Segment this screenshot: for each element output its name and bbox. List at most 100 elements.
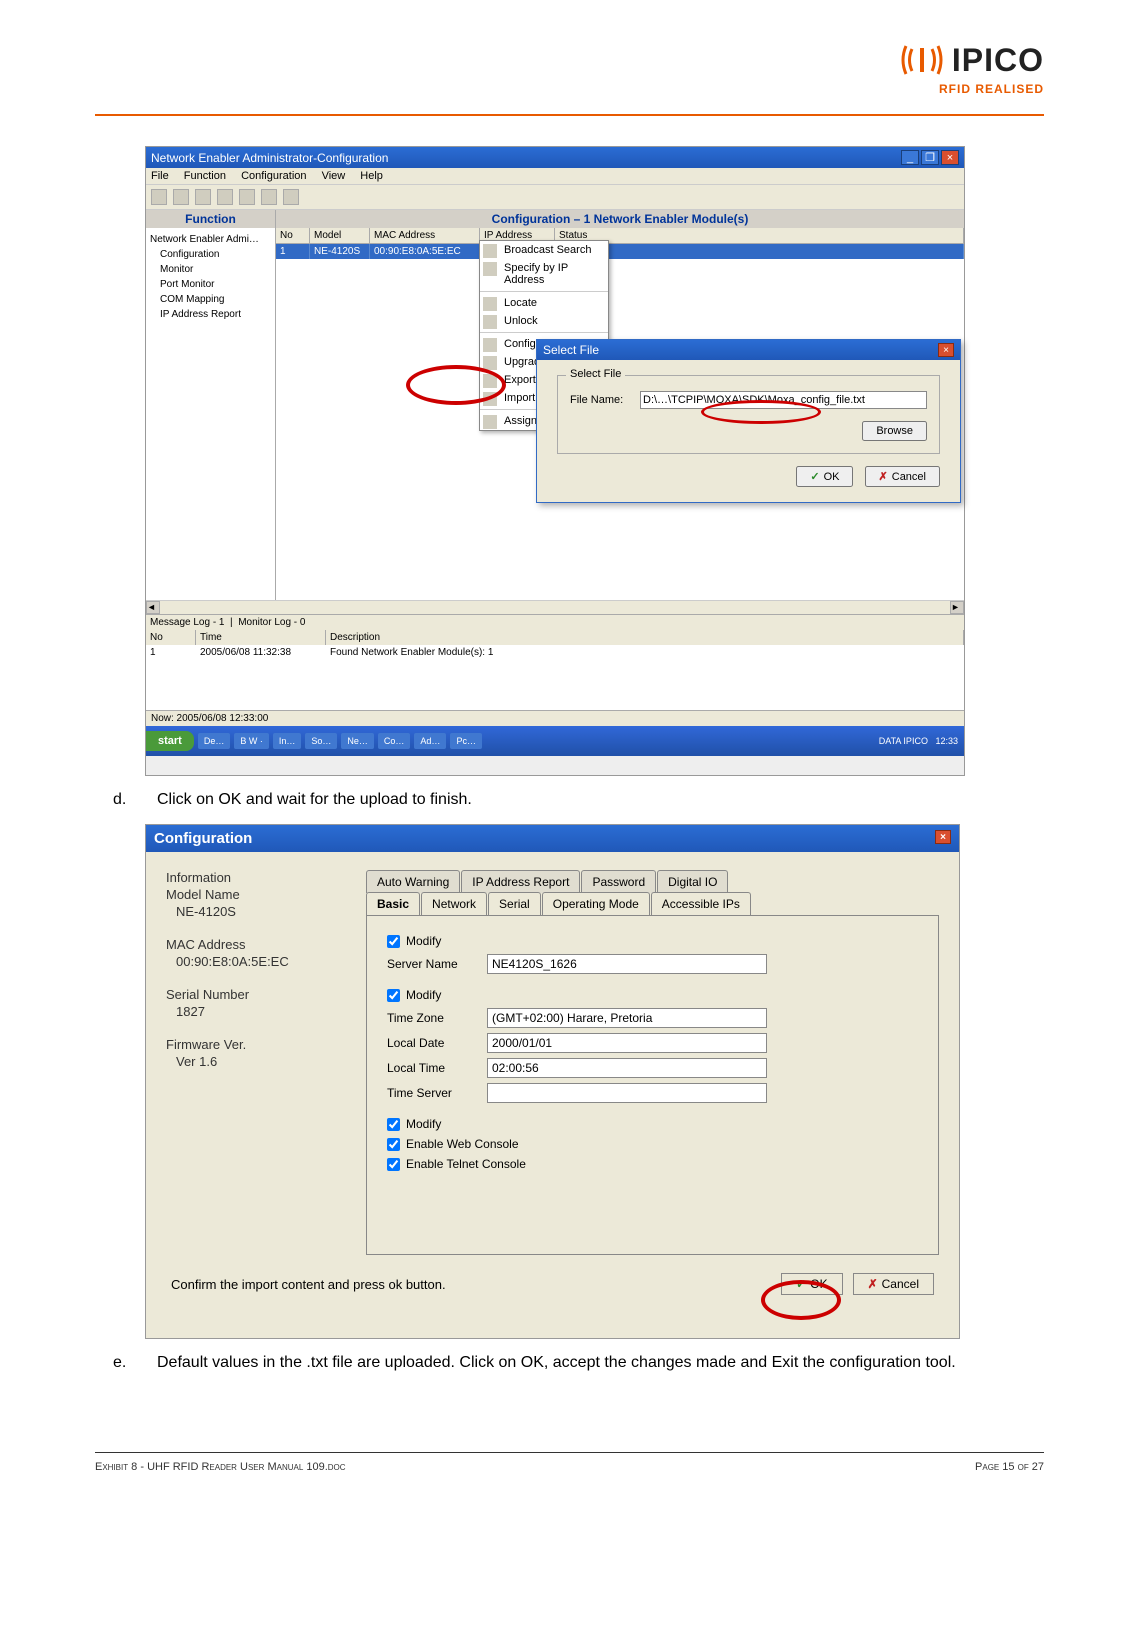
tree-root[interactable]: Network Enabler Admi… (150, 232, 271, 247)
cancel-button[interactable]: Cancel (853, 1273, 934, 1295)
step-d: d.Click on OK and wait for the upload to… (135, 791, 1044, 809)
modify-label: Modify (406, 988, 441, 1002)
module-list-header: Configuration – 1 Network Enabler Module… (276, 210, 964, 228)
menu-file[interactable]: File (151, 170, 169, 182)
tab-digital-io[interactable]: Digital IO (657, 870, 728, 893)
serial-label: Serial Number (166, 987, 341, 1002)
tab-basic[interactable]: Basic (366, 892, 420, 915)
model-value: NE-4120S (176, 904, 341, 919)
server-name-label: Server Name (387, 957, 477, 971)
ok-button[interactable]: OK (781, 1273, 842, 1295)
timezone-label: Time Zone (387, 1011, 477, 1025)
log-col-time[interactable]: Time (196, 630, 326, 645)
local-date-label: Local Date (387, 1036, 477, 1050)
config-footer: Confirm the import content and press ok … (146, 1273, 959, 1310)
log-panel: Message Log - 1 | Monitor Log - 0 No Tim… (146, 614, 964, 710)
enable-telnet-checkbox[interactable] (387, 1158, 400, 1171)
menu-help[interactable]: Help (360, 170, 383, 182)
modify-server-checkbox[interactable] (387, 935, 400, 948)
menu-view[interactable]: View (322, 170, 346, 182)
tray-label: DATA IPICO (879, 736, 928, 746)
logo-brand: IPICO (952, 42, 1044, 79)
taskbar-item[interactable]: Ne… (341, 733, 374, 749)
modify-time-checkbox[interactable] (387, 989, 400, 1002)
mac-label: MAC Address (166, 937, 341, 952)
log-col-desc[interactable]: Description (326, 630, 964, 645)
taskbar-item[interactable]: Ad… (414, 733, 446, 749)
taskbar-item[interactable]: In… (273, 733, 302, 749)
log-col-no[interactable]: No (146, 630, 196, 645)
toolbar-icon[interactable] (283, 189, 299, 205)
toolbar-icon[interactable] (239, 189, 255, 205)
function-header: Function (146, 210, 275, 228)
maximize-icon[interactable]: ❐ (921, 150, 939, 165)
browse-button[interactable]: Browse (862, 421, 927, 441)
toolbar-icon[interactable] (151, 189, 167, 205)
minimize-icon[interactable]: _ (901, 150, 919, 165)
col-model[interactable]: Model (310, 228, 370, 243)
tab-auto-warning[interactable]: Auto Warning (366, 870, 460, 893)
tab-network[interactable]: Network (421, 892, 487, 915)
logo-icon (900, 40, 944, 80)
tree-configuration[interactable]: Configuration (160, 247, 271, 262)
ctx-broadcast-search[interactable]: Broadcast Search (480, 241, 608, 259)
tab-serial[interactable]: Serial (488, 892, 541, 915)
timezone-select[interactable] (487, 1008, 767, 1028)
tab-accessible-ips[interactable]: Accessible IPs (651, 892, 751, 915)
start-button[interactable]: start (146, 731, 194, 751)
module-row[interactable]: 1 NE-4120S 00:90:E8:0A:5E:EC 192.168.1.9… (276, 244, 964, 259)
tab-message-log[interactable]: Message Log - 1 (150, 617, 225, 628)
tray-clock: 12:33 (935, 736, 958, 746)
tab-password[interactable]: Password (581, 870, 656, 893)
menu-bar[interactable]: File Function Configuration View Help (146, 168, 964, 185)
local-time-input[interactable] (487, 1058, 767, 1078)
close-icon[interactable]: × (935, 830, 951, 844)
close-icon[interactable]: × (941, 150, 959, 165)
tree-com-mapping[interactable]: COM Mapping (160, 292, 271, 307)
col-no[interactable]: No (276, 228, 310, 243)
enable-telnet-label: Enable Telnet Console (406, 1157, 526, 1171)
enable-web-checkbox[interactable] (387, 1138, 400, 1151)
taskbar-item[interactable]: B W · (234, 733, 269, 749)
menu-function[interactable]: Function (184, 170, 226, 182)
tree-ip-report[interactable]: IP Address Report (160, 307, 271, 322)
ctx-specify-ip[interactable]: Specify by IP Address (480, 259, 608, 289)
ctx-locate[interactable]: Locate (480, 294, 608, 312)
modify-label: Modify (406, 934, 441, 948)
taskbar-item[interactable]: So… (305, 733, 337, 749)
close-icon[interactable]: × (938, 343, 954, 357)
toolbar (146, 185, 964, 210)
filename-input[interactable] (640, 391, 927, 409)
firmware-label: Firmware Ver. (166, 1037, 341, 1052)
toolbar-icon[interactable] (261, 189, 277, 205)
menu-configuration[interactable]: Configuration (241, 170, 306, 182)
tree-monitor[interactable]: Monitor (160, 262, 271, 277)
local-date-input[interactable] (487, 1033, 767, 1053)
screenshot-admin-config: Network Enabler Administrator-Configurat… (145, 146, 965, 776)
ctx-unlock[interactable]: Unlock (480, 312, 608, 330)
module-table-header: No Model MAC Address IP Address Status (276, 228, 964, 244)
footer-left: Exhibit 8 - UHF RFID Reader User Manual … (95, 1461, 346, 1473)
tab-monitor-log[interactable]: Monitor Log - 0 (238, 617, 305, 628)
cancel-button[interactable]: Cancel (865, 466, 940, 487)
server-name-input[interactable] (487, 954, 767, 974)
taskbar-item[interactable]: Pc… (450, 733, 482, 749)
tab-ip-report[interactable]: IP Address Report (461, 870, 580, 893)
modify-console-checkbox[interactable] (387, 1118, 400, 1131)
col-status[interactable]: Status (555, 228, 964, 243)
tree-port-monitor[interactable]: Port Monitor (160, 277, 271, 292)
ok-button[interactable]: OK (796, 466, 853, 487)
col-mac[interactable]: MAC Address (370, 228, 480, 243)
toolbar-icon[interactable] (217, 189, 233, 205)
local-time-label: Local Time (387, 1061, 477, 1075)
toolbar-icon[interactable] (173, 189, 189, 205)
screenshot-configuration-dialog: Configuration × Information Model Name N… (145, 824, 960, 1339)
left-scrollbar[interactable]: ◄► (146, 600, 964, 614)
tab-operating-mode[interactable]: Operating Mode (542, 892, 650, 915)
toolbar-icon[interactable] (195, 189, 211, 205)
taskbar: start De… B W · In… So… Ne… Co… Ad… Pc… … (146, 726, 964, 756)
taskbar-item[interactable]: Co… (378, 733, 411, 749)
function-tree-panel: Function Network Enabler Admi… Configura… (146, 210, 276, 600)
time-server-input[interactable] (487, 1083, 767, 1103)
taskbar-item[interactable]: De… (198, 733, 231, 749)
